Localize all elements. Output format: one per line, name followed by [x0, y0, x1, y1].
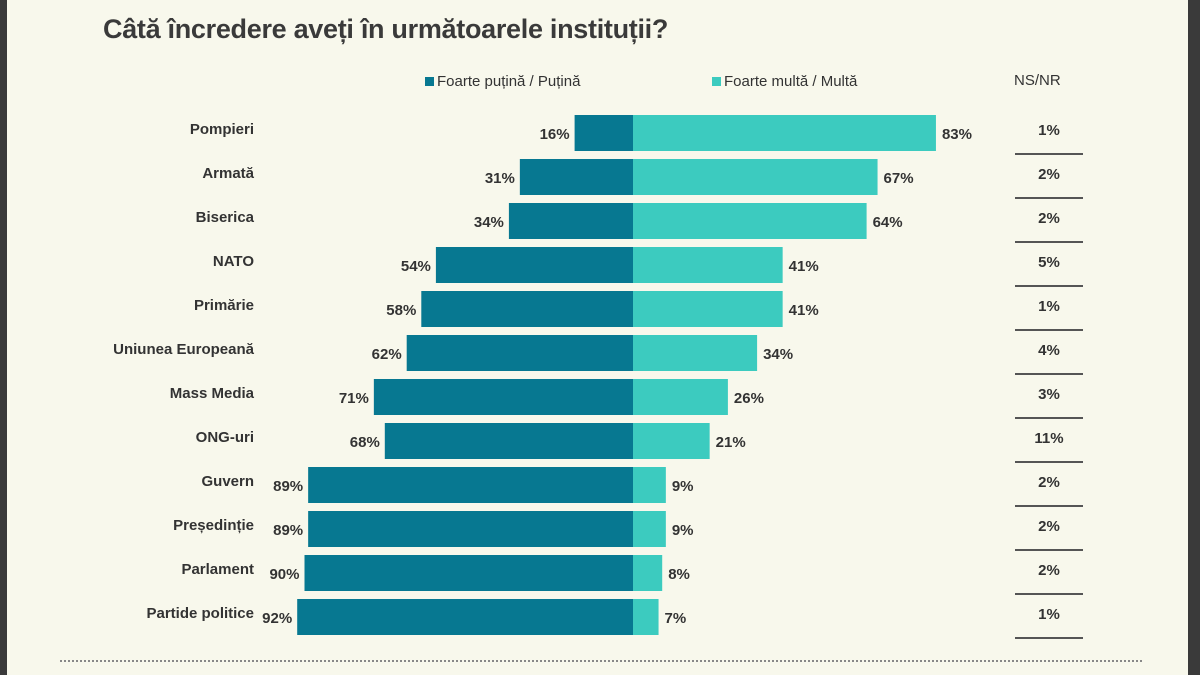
ns-nr-value: 2% — [1038, 518, 1060, 535]
bar-high — [633, 291, 783, 327]
category-label: Pompieri — [190, 121, 254, 138]
dotted-divider — [60, 660, 1142, 662]
ns-nr-value: 1% — [1038, 606, 1060, 623]
bar-high — [633, 379, 728, 415]
data-label-low: 34% — [474, 214, 504, 231]
category-label: Parlament — [181, 561, 254, 578]
bar-low — [308, 511, 633, 547]
ns-nr-value: 2% — [1038, 166, 1060, 183]
data-label-high: 21% — [716, 434, 746, 451]
category-label: Primărie — [194, 297, 254, 314]
category-label: Uniunea Europeană — [113, 341, 255, 358]
data-label-high: 7% — [665, 610, 687, 627]
legend-item-low: Foarte puțină / Puțină — [425, 73, 580, 90]
bar-high — [633, 115, 936, 151]
data-label-low: 68% — [350, 434, 380, 451]
bar-low — [519, 159, 633, 195]
data-label-low: 62% — [372, 346, 402, 363]
bar-high — [633, 247, 783, 283]
data-label-high: 8% — [668, 566, 690, 583]
ns-nr-value: 2% — [1038, 474, 1060, 491]
data-label-low: 90% — [269, 566, 299, 583]
bar-low — [406, 335, 633, 371]
bar-low — [508, 203, 633, 239]
category-label: Mass Media — [170, 385, 255, 402]
data-label-high: 41% — [789, 258, 819, 275]
ns-nr-value: 5% — [1038, 254, 1060, 271]
bar-low — [435, 247, 633, 283]
data-label-high: 41% — [789, 302, 819, 319]
ns-nr-value: 2% — [1038, 562, 1060, 579]
ns-nr-header: NS/NR — [1014, 72, 1061, 89]
category-label: Guvern — [201, 473, 254, 490]
ns-nr-value: 3% — [1038, 386, 1060, 403]
data-label-high: 26% — [734, 390, 764, 407]
data-label-low: 16% — [540, 126, 570, 143]
category-label: Partide politice — [146, 605, 254, 622]
ns-nr-value: 1% — [1038, 122, 1060, 139]
legend-swatch — [712, 77, 721, 86]
data-label-low: 31% — [485, 170, 515, 187]
legend-label: Foarte multă / Multă — [724, 73, 858, 90]
bar-high — [633, 467, 666, 503]
data-label-high: 9% — [672, 522, 694, 539]
legend-swatch — [425, 77, 434, 86]
data-label-low: 92% — [262, 610, 292, 627]
bar-low — [308, 467, 633, 503]
bar-low — [421, 291, 633, 327]
right-border — [1188, 0, 1200, 675]
ns-nr-value: 11% — [1034, 430, 1063, 447]
category-label: Președinție — [173, 517, 254, 534]
ns-nr-value: 2% — [1038, 210, 1060, 227]
category-label: Biserica — [196, 209, 255, 226]
bar-low — [304, 555, 633, 591]
legend-label: Foarte puțină / Puțină — [437, 73, 581, 90]
bar-high — [633, 335, 758, 371]
bar-low — [574, 115, 633, 151]
data-label-low: 89% — [273, 522, 303, 539]
bar-low — [384, 423, 633, 459]
data-label-high: 34% — [763, 346, 793, 363]
bar-low — [373, 379, 633, 415]
bar-high — [633, 159, 878, 195]
left-border — [0, 0, 7, 675]
data-label-low: 89% — [273, 478, 303, 495]
data-label-high: 67% — [884, 170, 914, 187]
data-label-high: 64% — [873, 214, 903, 231]
bar-high — [633, 203, 867, 239]
data-label-low: 54% — [401, 258, 431, 275]
ns-nr-value: 4% — [1038, 342, 1060, 359]
bar-high — [633, 555, 663, 591]
category-label: Armată — [202, 165, 254, 182]
legend-item-high: Foarte multă / Multă — [712, 73, 857, 90]
data-label-high: 9% — [672, 478, 694, 495]
data-label-low: 58% — [386, 302, 416, 319]
category-label: ONG-uri — [196, 429, 254, 446]
bar-high — [633, 511, 666, 547]
ns-nr-value: 1% — [1038, 298, 1060, 315]
data-label-high: 83% — [942, 126, 972, 143]
bar-low — [297, 599, 633, 635]
bar-high — [633, 599, 659, 635]
bar-high — [633, 423, 710, 459]
data-label-low: 71% — [339, 390, 369, 407]
category-label: NATO — [213, 253, 254, 270]
chart-title: Câtă încredere aveți în următoarele inst… — [103, 14, 669, 44]
